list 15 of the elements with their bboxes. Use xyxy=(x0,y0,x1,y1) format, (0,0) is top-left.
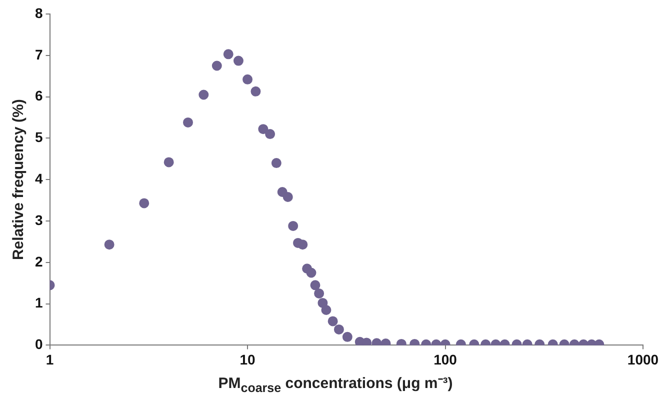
y-tick-label: 6 xyxy=(34,88,43,104)
y-axis-title: Relative frequency (%) xyxy=(10,99,28,260)
y-tick-label: 2 xyxy=(34,253,43,270)
y-tick-label: 1 xyxy=(34,294,43,311)
y-tick-label: 3 xyxy=(34,212,43,228)
y-tick-label: 7 xyxy=(34,46,43,62)
y-tick-label: 0 xyxy=(34,336,43,352)
y-tick-label: 8 xyxy=(34,4,43,21)
x-tick-label: 10 xyxy=(240,351,256,368)
x-tick-label: 1000 xyxy=(627,351,659,368)
y-tick-label: 5 xyxy=(34,129,43,146)
y-tick-label: 4 xyxy=(34,170,43,186)
x-tick-label: 100 xyxy=(434,351,458,368)
x-tick-label: 1 xyxy=(46,351,54,368)
x-axis-title: PM$_{coarse}$ concentrations (μg m⁻³) xyxy=(217,374,454,395)
